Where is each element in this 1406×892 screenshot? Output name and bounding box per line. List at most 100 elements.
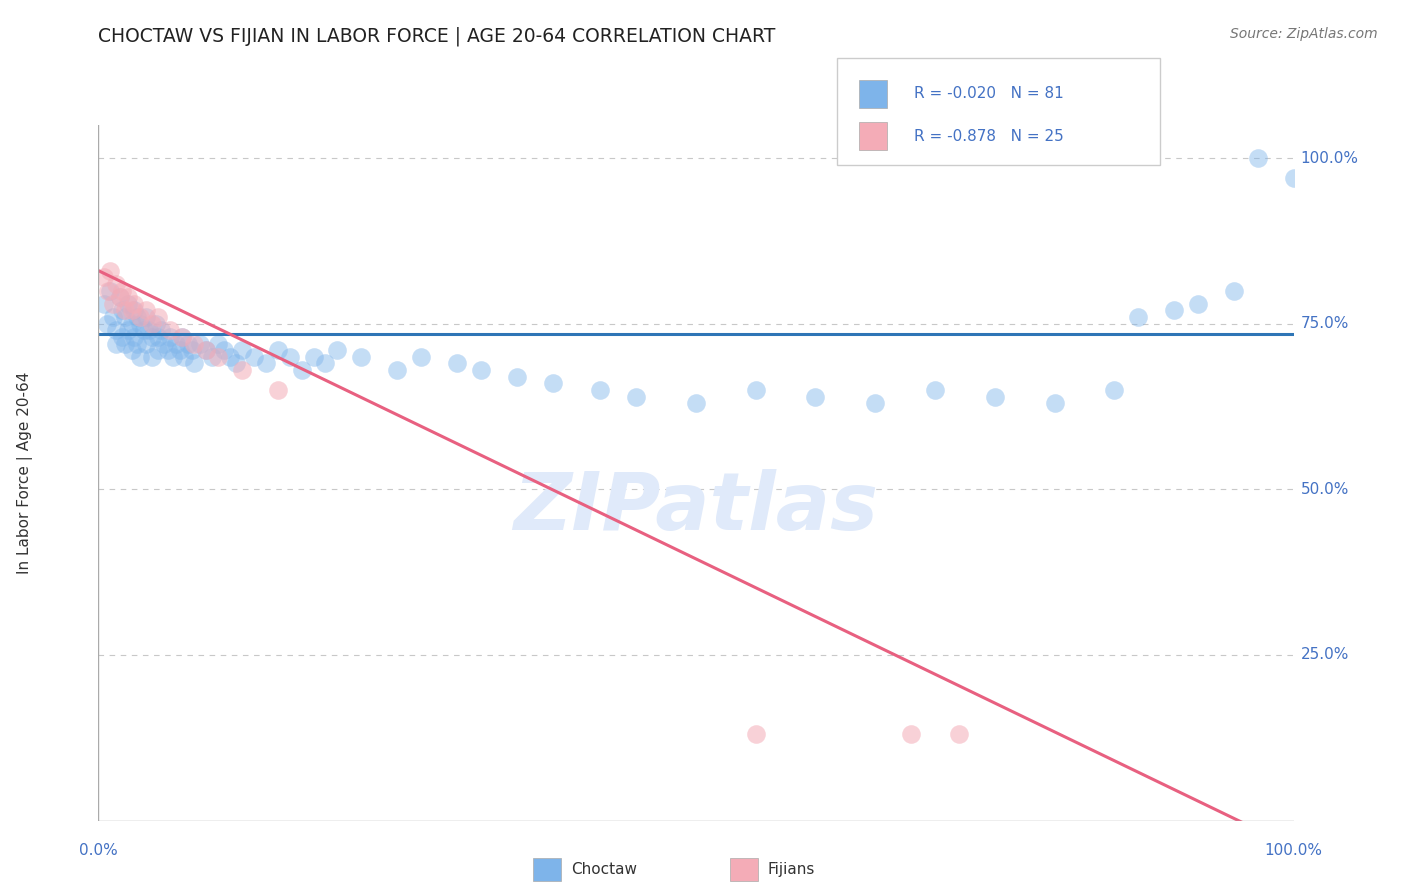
- Point: [1128, 310, 1150, 324]
- Point: [153, 336, 176, 351]
- Point: [159, 323, 181, 337]
- Text: R = -0.020   N = 81: R = -0.020 N = 81: [914, 87, 1064, 102]
- Point: [105, 336, 128, 351]
- Point: [172, 330, 194, 344]
- Point: [201, 350, 224, 364]
- Point: [231, 363, 253, 377]
- Point: [165, 336, 187, 351]
- Point: [1222, 284, 1246, 298]
- Point: [446, 356, 468, 370]
- Point: [121, 303, 143, 318]
- Point: [900, 727, 922, 741]
- Point: [219, 350, 242, 364]
- Point: [101, 297, 124, 311]
- Text: ZIPatlas: ZIPatlas: [513, 468, 879, 547]
- Point: [1163, 303, 1185, 318]
- Point: [194, 343, 217, 358]
- Point: [267, 343, 290, 358]
- Point: [1282, 170, 1305, 185]
- Point: [114, 303, 136, 318]
- Point: [685, 396, 707, 410]
- Point: [745, 727, 768, 741]
- Point: [117, 290, 139, 304]
- Point: [326, 343, 349, 358]
- Point: [173, 350, 195, 364]
- Point: [138, 323, 160, 337]
- Point: [132, 323, 155, 337]
- Point: [183, 356, 205, 370]
- Point: [96, 317, 118, 331]
- Point: [129, 310, 152, 324]
- Point: [135, 310, 157, 324]
- Text: 25.0%: 25.0%: [1301, 648, 1348, 663]
- Text: 50.0%: 50.0%: [1301, 482, 1348, 497]
- Point: [385, 363, 409, 377]
- Point: [315, 356, 337, 370]
- Point: [156, 343, 179, 358]
- Point: [411, 350, 433, 364]
- Text: 0.0%: 0.0%: [79, 843, 118, 858]
- Point: [541, 376, 564, 391]
- Point: [108, 290, 131, 304]
- Point: [114, 310, 136, 324]
- Point: [145, 317, 167, 331]
- Text: CHOCTAW VS FIJIAN IN LABOR FORCE | AGE 20-64 CORRELATION CHART: CHOCTAW VS FIJIAN IN LABOR FORCE | AGE 2…: [98, 27, 776, 46]
- Point: [111, 330, 134, 344]
- Point: [1246, 151, 1268, 165]
- Point: [148, 330, 170, 344]
- Point: [121, 317, 143, 331]
- Point: [225, 356, 247, 370]
- Point: [1043, 396, 1066, 410]
- Point: [135, 303, 157, 318]
- Point: [129, 350, 152, 364]
- Point: [302, 350, 325, 364]
- Point: [124, 297, 146, 311]
- Point: [290, 363, 312, 377]
- Point: [111, 303, 134, 318]
- Point: [1187, 297, 1209, 311]
- Point: [924, 383, 946, 397]
- Point: [93, 297, 115, 311]
- Point: [624, 390, 647, 404]
- Point: [506, 369, 529, 384]
- Point: [188, 336, 211, 351]
- Text: Choctaw: Choctaw: [571, 863, 637, 877]
- Point: [948, 727, 970, 741]
- Point: [125, 336, 148, 351]
- Point: [98, 263, 122, 277]
- Point: [863, 396, 886, 410]
- Point: [177, 336, 200, 351]
- Point: [804, 390, 827, 404]
- Point: [105, 323, 128, 337]
- Text: R = -0.878   N = 25: R = -0.878 N = 25: [914, 128, 1064, 144]
- Point: [470, 363, 492, 377]
- Point: [267, 383, 290, 397]
- Point: [97, 284, 120, 298]
- Point: [278, 350, 301, 364]
- Point: [183, 336, 205, 351]
- Text: 75.0%: 75.0%: [1301, 316, 1348, 331]
- Point: [149, 323, 172, 337]
- Point: [141, 330, 163, 344]
- Text: 100.0%: 100.0%: [1264, 843, 1323, 858]
- Point: [98, 284, 122, 298]
- Text: In Labor Force | Age 20-64: In Labor Force | Age 20-64: [17, 372, 34, 574]
- Text: 100.0%: 100.0%: [1301, 151, 1358, 166]
- Point: [589, 383, 612, 397]
- Point: [180, 343, 202, 358]
- Point: [93, 270, 115, 285]
- Point: [350, 350, 373, 364]
- Text: Source: ZipAtlas.com: Source: ZipAtlas.com: [1230, 27, 1378, 41]
- Point: [162, 350, 184, 364]
- Point: [125, 310, 148, 324]
- Point: [141, 317, 163, 331]
- Point: [207, 350, 229, 364]
- Point: [172, 330, 194, 344]
- Point: [108, 290, 131, 304]
- Point: [212, 343, 235, 358]
- Point: [114, 336, 136, 351]
- Point: [243, 350, 266, 364]
- Point: [124, 330, 146, 344]
- Point: [135, 336, 157, 351]
- Text: Fijians: Fijians: [768, 863, 815, 877]
